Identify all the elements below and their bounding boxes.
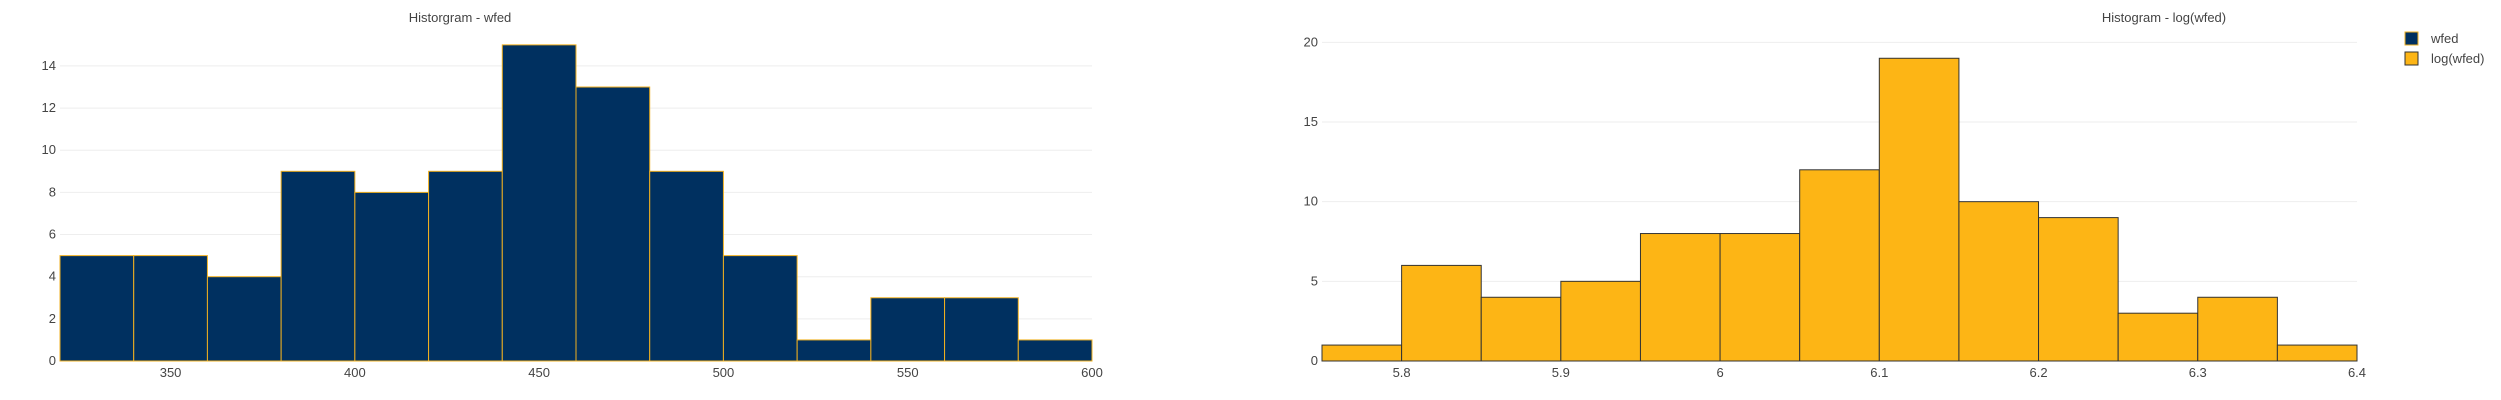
bar-log-wfed-9[interactable] <box>2038 217 2119 362</box>
bar-wfed-2[interactable] <box>206 276 282 362</box>
histogram-wfed-title: Historgram - wfed <box>409 10 512 25</box>
bar-wfed-0[interactable] <box>59 255 135 362</box>
bar-wfed-4[interactable] <box>354 191 430 362</box>
x-tick-label-log-wfed-5.8: 5.8 <box>1393 365 1411 380</box>
bar-wfed-5[interactable] <box>428 170 503 362</box>
bar-wfed-8[interactable] <box>649 170 724 362</box>
bar-log-wfed-12[interactable] <box>2276 344 2358 362</box>
x-tick-label-log-wfed-6.2: 6.2 <box>2029 365 2047 380</box>
histogram-log-wfed-title: Histogram - log(wfed) <box>2102 10 2226 25</box>
x-tick-label-wfed-400: 400 <box>344 365 366 380</box>
y-tick-label-log-wfed-0: 0 <box>1311 353 1318 368</box>
x-tick-label-log-wfed-6.3: 6.3 <box>2189 365 2207 380</box>
histogram-log-wfed-chart: 5.8 5.9 6 6.1 6.2 6.3 6.4 0 5 10 15 20 Histogram -… <box>1304 10 2367 380</box>
y-tick-label-log-wfed-20: 20 <box>1304 34 1318 49</box>
bar-wfed-11[interactable] <box>870 297 946 362</box>
bar-log-wfed-8[interactable] <box>1958 201 2040 362</box>
bar-wfed-1[interactable] <box>133 255 208 362</box>
y-tick-label-wfed-10: 10 <box>42 142 56 157</box>
x-tick-label-wfed-600: 600 <box>1081 365 1103 380</box>
legend: wfed log(wfed) <box>2404 31 2484 66</box>
bar-log-wfed-6[interactable] <box>1799 169 1880 362</box>
bar-wfed-6[interactable] <box>501 44 577 362</box>
x-tick-label-wfed-550: 550 <box>897 365 919 380</box>
y-tick-label-wfed-6: 6 <box>49 227 56 242</box>
legend-label-log-wfed[interactable]: log(wfed) <box>2431 51 2484 66</box>
histogram-log-wfed-bars <box>1321 57 2358 362</box>
y-tick-label-wfed-8: 8 <box>49 184 56 199</box>
bar-log-wfed-3[interactable] <box>1560 280 1641 362</box>
x-tick-label-wfed-350: 350 <box>160 365 182 380</box>
x-tick-label-log-wfed-6.1: 6.1 <box>1870 365 1888 380</box>
bar-log-wfed-5[interactable] <box>1719 233 1801 362</box>
histogram-wfed-y-ticks: 0 2 4 6 8 10 12 14 <box>42 58 56 368</box>
y-tick-label-wfed-4: 4 <box>49 269 56 284</box>
bar-wfed-7[interactable] <box>575 86 651 362</box>
bar-log-wfed-4[interactable] <box>1639 233 1721 362</box>
histogram-wfed-x-ticks: 350 400 450 500 550 600 <box>160 365 1103 380</box>
histogram-log-wfed-y-ticks: 0 5 10 15 20 <box>1304 34 1318 368</box>
bar-wfed-12[interactable] <box>944 297 1019 362</box>
y-tick-label-log-wfed-15: 15 <box>1304 114 1318 129</box>
bar-log-wfed-0[interactable] <box>1321 344 1403 362</box>
bar-log-wfed-11[interactable] <box>2197 296 2278 362</box>
y-tick-label-wfed-2: 2 <box>49 311 56 326</box>
histogram-log-wfed-x-ticks: 5.8 5.9 6 6.1 6.2 6.3 6.4 <box>1393 365 2366 380</box>
y-tick-label-log-wfed-10: 10 <box>1304 194 1318 209</box>
x-tick-label-wfed-500: 500 <box>713 365 735 380</box>
y-tick-label-wfed-12: 12 <box>42 100 56 115</box>
histogram-wfed-bars <box>59 44 1093 362</box>
bar-wfed-10[interactable] <box>796 339 872 362</box>
histogram-wfed-chart: 350 400 450 500 550 600 0 2 4 6 8 10 12 14 Historgra… <box>42 10 1103 380</box>
legend-swatch-wfed[interactable] <box>2404 31 2419 46</box>
x-tick-label-wfed-450: 450 <box>528 365 550 380</box>
bar-wfed-3[interactable] <box>280 170 356 362</box>
bar-log-wfed-7[interactable] <box>1878 57 1960 362</box>
x-tick-label-log-wfed-6: 6 <box>1716 365 1723 380</box>
x-tick-label-log-wfed-5.9: 5.9 <box>1552 365 1570 380</box>
y-tick-label-log-wfed-5: 5 <box>1311 273 1318 288</box>
x-tick-label-log-wfed-6.4: 6.4 <box>2348 365 2366 380</box>
bar-wfed-13[interactable] <box>1017 339 1093 362</box>
bar-wfed-9[interactable] <box>722 255 798 362</box>
legend-swatch-log-wfed[interactable] <box>2404 51 2419 66</box>
y-tick-label-wfed-0: 0 <box>49 353 56 368</box>
bar-log-wfed-1[interactable] <box>1401 264 1482 362</box>
bar-log-wfed-2[interactable] <box>1480 296 1562 362</box>
bar-log-wfed-10[interactable] <box>2117 312 2199 362</box>
y-tick-label-wfed-14: 14 <box>42 58 56 73</box>
legend-label-wfed[interactable]: wfed <box>2430 31 2458 46</box>
